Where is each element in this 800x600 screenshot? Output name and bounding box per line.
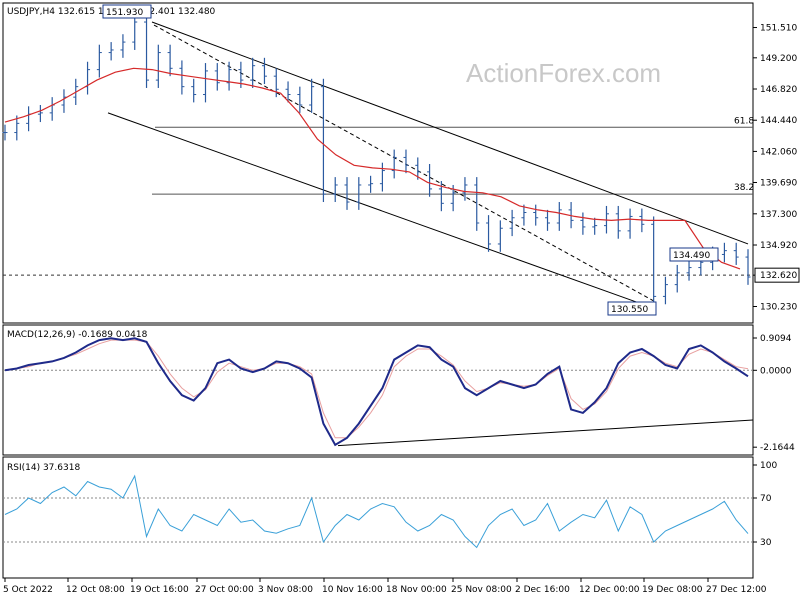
price-annotations: 151.930 130.550 134.490 132.620 bbox=[102, 4, 800, 316]
macd-lines bbox=[4, 337, 754, 447]
fib-label: 61.8 bbox=[734, 116, 754, 126]
rsi-panel-frame bbox=[2, 456, 754, 579]
macd-main-line bbox=[4, 337, 749, 447]
price-y-tick-label: 144.440 bbox=[760, 116, 797, 126]
price-y-tick-label: 149.200 bbox=[760, 54, 797, 64]
ma-line bbox=[4, 67, 741, 270]
current-price-label: 132.620 bbox=[760, 271, 797, 281]
price-y-tick-label: 142.060 bbox=[760, 147, 797, 157]
price-annotation-box bbox=[102, 4, 152, 19]
trendline-upper-channel bbox=[151, 21, 749, 245]
x-tick-label: 10 Nov 16:00 bbox=[322, 585, 383, 595]
price-y-tick-label: 130.230 bbox=[760, 302, 797, 312]
price-panel-frame bbox=[2, 2, 754, 324]
macd-panel: MACD(12,26,9) -0.1689 0.0418 0.9094 0.000… bbox=[2, 324, 795, 456]
moving-average bbox=[4, 67, 741, 270]
x-tick-label: 2 Dec 16:00 bbox=[515, 585, 570, 595]
price-panel: ActionForex.com USDJPY,H4 132.615 132.64… bbox=[2, 2, 800, 324]
current-price-box bbox=[754, 267, 800, 283]
trendline-dashed bbox=[153, 24, 656, 303]
price-annotation-label: 151.930 bbox=[106, 8, 143, 18]
rsi-line bbox=[4, 474, 749, 549]
price-annotation-box bbox=[669, 247, 719, 262]
price-y-tick-label: 134.920 bbox=[760, 241, 797, 251]
price-y-tick-label: 151.510 bbox=[760, 24, 797, 34]
x-tick-label: 27 Dec 12:00 bbox=[706, 585, 767, 595]
macd-y-tick-label: 0.0000 bbox=[760, 366, 792, 376]
macd-y-axis: 0.9094 0.0000 -2.1644 bbox=[3, 334, 795, 453]
macd-signal-line bbox=[4, 339, 749, 439]
price-y-tick-label: 139.690 bbox=[760, 178, 797, 188]
fib-label: 38.2 bbox=[734, 183, 754, 193]
price-y-tick-label: 137.300 bbox=[760, 210, 797, 220]
price-annotation-label: 134.490 bbox=[673, 251, 710, 261]
price-annotation-box bbox=[607, 301, 657, 316]
rsi-y-tick-label: 30 bbox=[760, 538, 772, 548]
macd-title: MACD(12,26,9) -0.1689 0.0418 bbox=[7, 330, 148, 340]
x-tick-label: 19 Oct 16:00 bbox=[130, 585, 189, 595]
x-tick-label: 12 Oct 08:00 bbox=[66, 585, 125, 595]
trendline-lower-channel bbox=[107, 112, 651, 308]
x-tick-label: 12 Dec 00:00 bbox=[579, 585, 640, 595]
x-tick-label: 18 Nov 00:00 bbox=[386, 585, 447, 595]
rsi-y-axis: 100 70 30 bbox=[3, 461, 777, 548]
watermark: ActionForex.com bbox=[466, 58, 661, 88]
price-bars bbox=[2, 14, 751, 305]
rsi-title: RSI(14) 37.6318 bbox=[7, 463, 80, 473]
time-axis: 5 Oct 2022 12 Oct 08:00 19 Oct 16:00 27 Oct… bbox=[3, 578, 767, 595]
rsi-panel: RSI(14) 37.6318 100 70 30 bbox=[2, 456, 777, 579]
trendlines bbox=[107, 21, 749, 308]
price-annotation-label: 130.550 bbox=[611, 305, 648, 315]
rsi-y-tick-label: 70 bbox=[760, 494, 772, 504]
x-tick-label: 19 Dec 08:00 bbox=[642, 585, 703, 595]
fib-levels: 61.8 38.2 bbox=[3, 116, 754, 276]
macd-trendline bbox=[337, 419, 754, 447]
x-tick-label: 5 Oct 2022 bbox=[3, 585, 53, 595]
x-tick-label: 3 Nov 08:00 bbox=[258, 585, 313, 595]
rsi-y-tick-label: 100 bbox=[760, 461, 777, 471]
macd-panel-frame bbox=[2, 324, 754, 456]
macd-y-tick-label: 0.9094 bbox=[760, 334, 792, 344]
x-tick-label: 25 Nov 08:00 bbox=[451, 585, 512, 595]
macd-y-tick-label: -2.1644 bbox=[760, 443, 795, 453]
x-tick-label: 27 Oct 00:00 bbox=[195, 585, 254, 595]
price-y-tick-label: 146.820 bbox=[760, 85, 797, 95]
rsi-line bbox=[4, 474, 749, 549]
